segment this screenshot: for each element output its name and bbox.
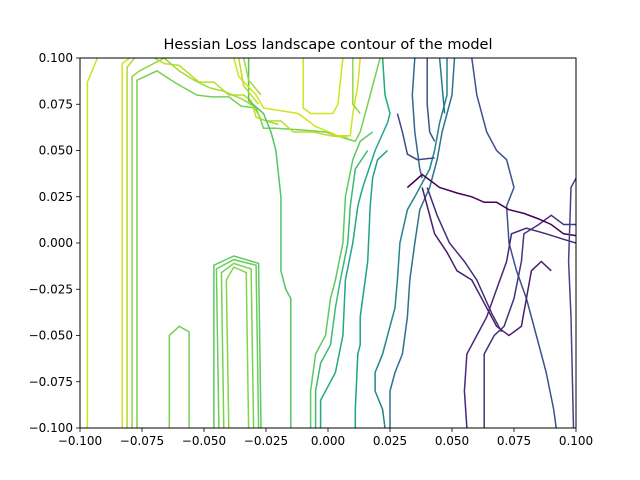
y-tick-label: −0.075 xyxy=(29,375,73,389)
contour-line-19 xyxy=(314,150,369,428)
y-tick-label: 0.025 xyxy=(39,190,73,204)
contour-line-33 xyxy=(567,177,576,428)
contour-line-21 xyxy=(354,149,389,428)
y-tick-label: 0.000 xyxy=(39,236,73,250)
contour-line-18 xyxy=(309,131,374,428)
contour-line-25 xyxy=(426,58,436,142)
contour-line-8 xyxy=(225,266,250,428)
contour-line-26 xyxy=(471,58,557,428)
contour-line-6 xyxy=(163,58,279,126)
y-tick-label: 0.050 xyxy=(39,144,73,158)
contour-line-24 xyxy=(411,58,423,179)
contour-line-15 xyxy=(242,58,262,96)
y-tick-label: 0.075 xyxy=(39,97,73,111)
contour-line-3 xyxy=(131,58,165,428)
contour-line-23 xyxy=(389,58,456,428)
x-tick-label: 0.025 xyxy=(373,434,407,448)
y-tick-label: −0.050 xyxy=(29,329,73,343)
contour-line-7 xyxy=(168,325,190,428)
contour-line-34 xyxy=(438,58,446,114)
x-tick-label: −0.050 xyxy=(182,434,226,448)
chart-title: Hessian Loss landscape contour of the mo… xyxy=(163,37,492,53)
contour-line-4 xyxy=(136,58,381,428)
contour-line-32 xyxy=(396,113,435,161)
contour-line-12 xyxy=(247,58,292,428)
x-tick-label: −0.100 xyxy=(58,434,102,448)
y-tick-label: −0.025 xyxy=(29,282,73,296)
contour-line-30 xyxy=(421,187,552,337)
x-tick-label: 0.075 xyxy=(497,434,531,448)
contour-line-10 xyxy=(215,258,260,428)
contour-line-5 xyxy=(154,58,348,139)
x-tick-label: −0.025 xyxy=(244,434,288,448)
contour-line-9 xyxy=(220,262,255,428)
contour-line-1 xyxy=(121,58,131,428)
y-tick-label: −0.100 xyxy=(29,421,73,435)
contour-line-16 xyxy=(302,58,344,115)
contour-lines xyxy=(86,58,576,428)
contour-line-20 xyxy=(319,58,391,428)
y-axis: −0.100 −0.075 −0.050 −0.025 0.000 0.025 0.050 0… xyxy=(29,51,80,435)
x-tick-label: −0.075 xyxy=(120,434,164,448)
contour-line-17 xyxy=(352,58,361,114)
x-tick-label: 0.000 xyxy=(311,434,345,448)
y-tick-label: 0.100 xyxy=(39,51,73,65)
contour-line-14 xyxy=(237,58,260,105)
contour-line-2 xyxy=(126,58,136,428)
contour-line-29 xyxy=(406,173,576,237)
contour-line-31 xyxy=(426,187,503,333)
x-tick-label: 0.100 xyxy=(559,434,593,448)
contour-line-27 xyxy=(483,214,576,428)
contour-line-0 xyxy=(86,58,99,428)
contour-line-28 xyxy=(463,227,576,428)
x-axis: −0.100 −0.075 −0.050 −0.025 0.000 0.025 0.050 0… xyxy=(58,428,593,448)
contour-line-22 xyxy=(374,58,448,428)
contour-line-11 xyxy=(213,255,262,428)
x-tick-label: 0.050 xyxy=(435,434,469,448)
contour-line-13 xyxy=(233,58,361,137)
